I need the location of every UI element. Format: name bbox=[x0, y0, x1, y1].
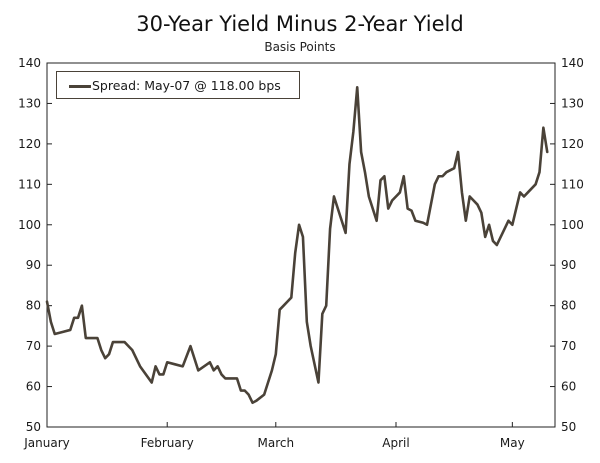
legend-label: Spread: May-07 @ 118.00 bps bbox=[92, 78, 281, 93]
y-tick-label-left: 60 bbox=[26, 380, 41, 394]
y-tick-label-right: 70 bbox=[561, 339, 576, 353]
y-tick-label-left: 130 bbox=[18, 96, 41, 110]
chart-subtitle: Basis Points bbox=[264, 40, 336, 54]
y-tick-label-left: 110 bbox=[18, 177, 41, 191]
y-tick-label-right: 100 bbox=[561, 218, 584, 232]
x-tick-label: January bbox=[23, 436, 70, 450]
legend-swatch bbox=[69, 85, 91, 88]
x-tick-label: May bbox=[500, 436, 525, 450]
y-tick-label-right: 60 bbox=[561, 380, 576, 394]
y-tick-label-left: 90 bbox=[26, 258, 41, 272]
x-tick-label: April bbox=[382, 436, 409, 450]
y-tick-label-right: 50 bbox=[561, 420, 576, 434]
legend: Spread: May-07 @ 118.00 bps bbox=[56, 71, 300, 99]
y-tick-label-left: 100 bbox=[18, 218, 41, 232]
plot-frame bbox=[46, 62, 556, 428]
y-tick-label-left: 120 bbox=[18, 137, 41, 151]
y-tick-label-right: 110 bbox=[561, 177, 584, 191]
y-tick-label-left: 80 bbox=[26, 299, 41, 313]
series-line bbox=[45, 85, 549, 405]
y-tick-label-left: 70 bbox=[26, 339, 41, 353]
y-tick-label-right: 90 bbox=[561, 258, 576, 272]
y-tick-label-right: 130 bbox=[561, 96, 584, 110]
y-tick-label-left: 140 bbox=[18, 56, 41, 70]
x-tick-label: March bbox=[257, 436, 294, 450]
x-tick-label: February bbox=[141, 436, 194, 450]
y-tick-label-left: 50 bbox=[26, 420, 41, 434]
y-tick-label-right: 140 bbox=[561, 56, 584, 70]
y-tick-label-right: 80 bbox=[561, 299, 576, 313]
chart-title: 30-Year Yield Minus 2-Year Yield bbox=[136, 12, 464, 36]
y-tick-label-right: 120 bbox=[561, 137, 584, 151]
